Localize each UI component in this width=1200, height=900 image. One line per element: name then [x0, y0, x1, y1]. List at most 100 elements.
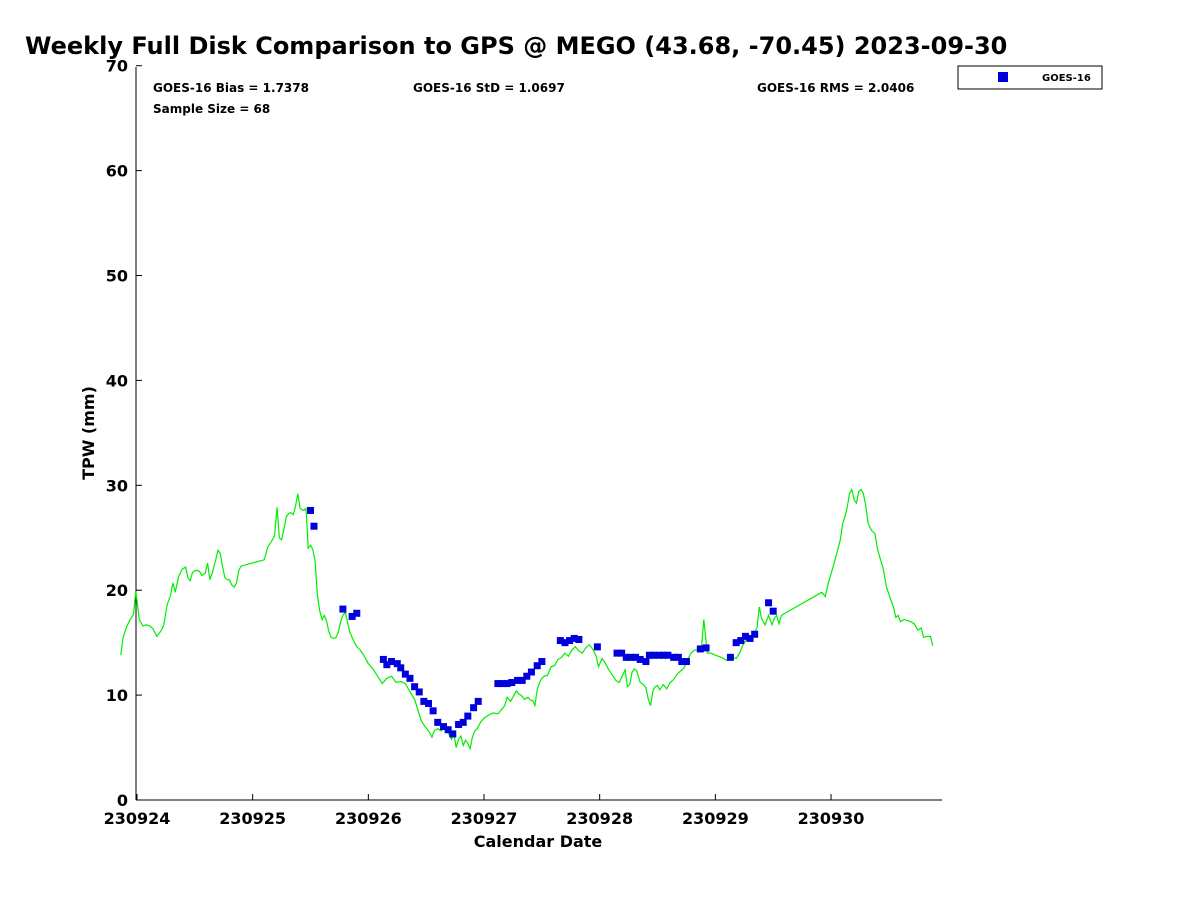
y-axis-label: TPW (mm) [79, 386, 98, 480]
legend-label-goes16: GOES-16 [1042, 73, 1091, 84]
goes16-point [769, 607, 777, 615]
goes16-point [538, 658, 546, 666]
goes16-point [696, 645, 704, 653]
x-tick-label: 230930 [798, 809, 865, 828]
goes16-point [401, 670, 409, 678]
x-tick-label: 230924 [104, 809, 171, 828]
goes16-point [383, 661, 391, 669]
goes16-point [470, 704, 478, 712]
y-tick-label: 40 [106, 371, 128, 390]
goes16-point [682, 658, 690, 666]
goes16-point [353, 609, 361, 617]
goes16-point [420, 697, 428, 705]
chart-title: Weekly Full Disk Comparison to GPS @ MEG… [25, 32, 1007, 60]
goes16-point [659, 651, 667, 659]
goes16-point [702, 644, 710, 652]
goes16-point [632, 653, 640, 661]
goes16-point [449, 730, 457, 738]
goes16-point [406, 674, 414, 682]
goes16-point [459, 718, 467, 726]
goes16-point [348, 612, 356, 620]
legend-marker-goes16 [998, 72, 1008, 82]
goes16-point [503, 680, 511, 688]
goes16-point [474, 697, 482, 705]
plot-area: 0 10 20 30 40 50 60 70 230924 230925 230926 230927… [104, 57, 942, 828]
goes16-point [575, 636, 583, 644]
goes16-point [613, 649, 621, 657]
goes16-point [444, 726, 452, 734]
goes16-point [339, 605, 347, 613]
goes16-point [424, 699, 432, 707]
goes16-point [622, 653, 630, 661]
x-axis-label: Calendar Date [474, 832, 603, 851]
goes16-point [670, 653, 678, 661]
x-tick-label: 230928 [566, 809, 633, 828]
sample-size-stat: Sample Size = 68 [153, 102, 270, 116]
goes16-point [387, 658, 395, 666]
goes16-point [570, 634, 578, 642]
y-ticks: 0 10 20 30 40 50 60 70 [106, 57, 142, 810]
goes16-point [746, 634, 754, 642]
std-stat: GOES-16 StD = 1.0697 [413, 81, 565, 95]
gps-series [120, 487, 934, 751]
y-tick-label: 70 [106, 57, 128, 76]
goes16-point [440, 723, 448, 731]
goes16-point [494, 680, 502, 688]
goes16-point [434, 718, 442, 726]
bias-stat: GOES-16 Bias = 1.7378 [153, 81, 309, 95]
legend: GOES-16 [957, 65, 1103, 90]
goes16-point [726, 653, 734, 661]
goes16-point [655, 651, 663, 659]
goes16-point [732, 639, 740, 647]
rms-stat: GOES-16 RMS = 2.0406 [757, 81, 914, 95]
goes16-point [741, 632, 749, 640]
goes16-point [566, 637, 574, 645]
goes16-point [499, 680, 507, 688]
goes16-point [307, 506, 315, 514]
goes16-point [429, 707, 437, 715]
goes16-point [523, 672, 531, 680]
goes16-point [397, 664, 405, 672]
x-tick-label: 230926 [335, 809, 402, 828]
goes16-point [678, 658, 686, 666]
goes16-point [765, 599, 773, 607]
x-tick-label: 230929 [682, 809, 749, 828]
goes16-point [627, 653, 635, 661]
goes16-point [379, 655, 387, 663]
x-tick-label: 230925 [219, 809, 286, 828]
goes16-point [310, 522, 318, 530]
goes16-point [561, 639, 569, 647]
goes16-point [674, 653, 682, 661]
goes16-point [455, 720, 463, 728]
y-tick-label: 60 [106, 162, 128, 181]
goes16-point [618, 649, 626, 657]
goes16-point [508, 679, 516, 687]
y-tick-label: 30 [106, 476, 128, 495]
y-tick-label: 50 [106, 267, 128, 286]
y-tick-label: 20 [106, 581, 128, 600]
goes16-point [642, 658, 650, 666]
goes16-point [664, 651, 672, 659]
y-tick-label: 10 [106, 686, 128, 705]
goes16-point [556, 637, 564, 645]
goes16-point [514, 676, 522, 684]
goes16-point [393, 660, 401, 668]
goes16-point [636, 655, 644, 663]
goes16-point [751, 630, 759, 638]
goes16-series [307, 506, 777, 738]
goes16-point [645, 651, 653, 659]
goes16-point [593, 643, 601, 651]
goes16-point [527, 668, 535, 676]
goes16-point [533, 662, 541, 670]
x-tick-label: 230927 [451, 809, 518, 828]
x-ticks: 230924 230925 230926 230927 230928 230929 2309… [104, 794, 865, 828]
goes16-point [737, 637, 745, 645]
goes16-point [518, 676, 526, 684]
y-tick-label: 0 [117, 791, 128, 810]
gps-line [120, 487, 934, 751]
goes16-point [464, 712, 472, 720]
goes16-point [650, 651, 658, 659]
goes16-point [415, 688, 423, 696]
goes16-point [411, 683, 419, 691]
